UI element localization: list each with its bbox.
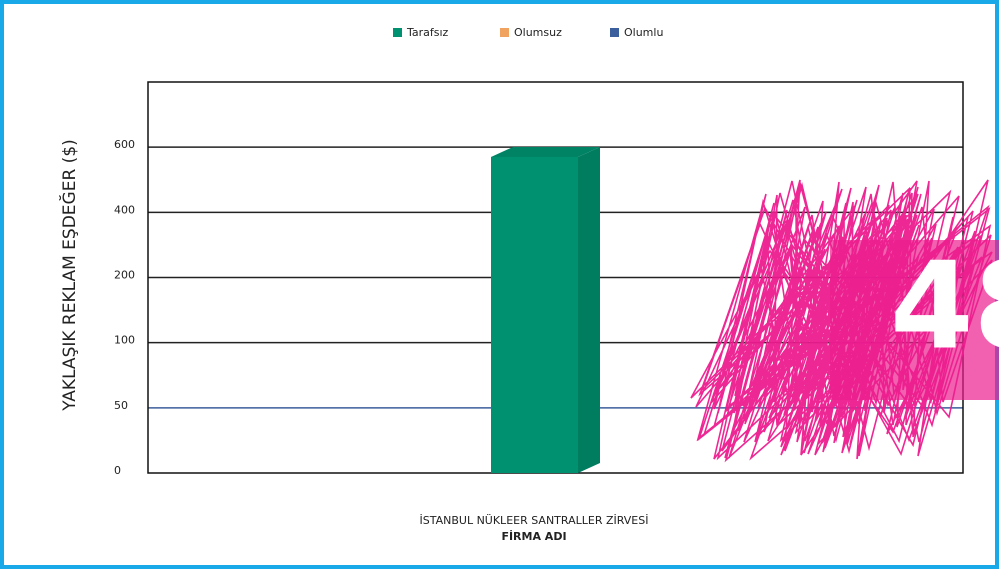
bar-top [491, 146, 600, 157]
x-tick-label: İSTANBUL NÜKLEER SANTRALLER ZİRVESİ [420, 514, 649, 527]
bar [491, 156, 578, 474]
x-axis-label: FİRMA ADI [501, 529, 566, 543]
y-tick-label: 0 [114, 464, 121, 477]
y-axis-label: YAKLAŞIK REKLAM EŞDEĞER ($) [58, 139, 80, 412]
y-tick-label: 100 [114, 334, 135, 347]
y-tick-label: 400 [114, 203, 135, 216]
annotation: 48 [890, 238, 999, 377]
legend-swatch [610, 28, 619, 37]
y-tick-label: 50 [114, 399, 128, 412]
y-tick-label: 600 [114, 138, 135, 151]
legend-swatch [393, 28, 402, 37]
legend-label: Olumlu [624, 26, 663, 39]
bar-side [578, 146, 600, 474]
legend-swatch [500, 28, 509, 37]
y-tick-label: 200 [114, 269, 135, 282]
legend-label: Olumsuz [514, 26, 562, 39]
scribble-fill [830, 240, 999, 400]
legend-label: Tarafsız [406, 26, 449, 39]
